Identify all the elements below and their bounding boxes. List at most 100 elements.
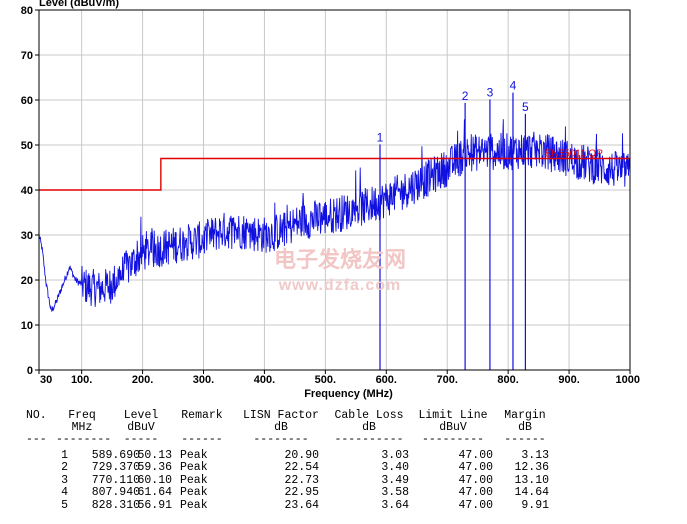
table-unit-row: MHz dBuV dB dB dBuV dB bbox=[0, 422, 687, 434]
table-header-cell: Remark bbox=[181, 409, 223, 422]
table-cell: 60.10 bbox=[137, 473, 172, 487]
y-tick-label: 0 bbox=[27, 365, 33, 377]
table-cell: 807.940 bbox=[91, 486, 140, 500]
y-axis-label: Level (dBuV/m) bbox=[39, 0, 119, 9]
table-header-cell: ------ bbox=[504, 433, 546, 446]
y-tick-label: 50 bbox=[21, 140, 33, 152]
marker-label: 5 bbox=[522, 100, 529, 114]
table-cell: 3.64 bbox=[381, 498, 409, 512]
table-cell: 23.64 bbox=[284, 498, 319, 512]
x-tick-label: 500. bbox=[315, 374, 336, 386]
table-header-cell: dB bbox=[274, 421, 288, 434]
x-tick-label: 300. bbox=[193, 374, 214, 386]
marker-table: NO. Freq Level Remark LISN Factor Cable Loss L… bbox=[0, 408, 687, 524]
table-header-cell: ----- bbox=[123, 433, 159, 446]
table-cell: 3.58 bbox=[381, 486, 409, 500]
watermark-text-cn: 电子发烧友网 bbox=[274, 247, 406, 272]
table-header-cell: dBuV bbox=[439, 421, 467, 434]
table-header-cell: Freq bbox=[68, 409, 96, 422]
x-tick-label: 400. bbox=[254, 374, 275, 386]
table-row: 3 770.110 60.10 Peak 22.73 3.49 47.00 13.10 bbox=[0, 473, 687, 487]
table-header-row: NO. Freq Level Remark LISN Factor Cable Loss L… bbox=[0, 410, 687, 422]
limit-line-label: EN55011 QP bbox=[545, 149, 604, 160]
table-cell: Peak bbox=[180, 498, 208, 512]
table-cell: 1 bbox=[61, 449, 68, 462]
x-tick-label: 800. bbox=[497, 374, 518, 386]
table-header-cell: Level bbox=[123, 409, 159, 422]
table-cell: 3 bbox=[61, 473, 68, 487]
table-header-cell: Limit Line bbox=[418, 409, 488, 422]
table-header-cell: LISN Factor bbox=[243, 409, 319, 422]
marker-label: 3 bbox=[487, 86, 494, 100]
x-tick-label: 900. bbox=[558, 374, 579, 386]
x-axis-label: Frequency (MHz) bbox=[304, 388, 393, 400]
y-tick-label: 10 bbox=[21, 320, 33, 332]
table-cell: Peak bbox=[180, 486, 208, 500]
table-cell: Peak bbox=[180, 473, 208, 487]
table-cell: 729.370 bbox=[91, 461, 140, 475]
table-cell: 22.95 bbox=[284, 486, 319, 500]
table-row: 1 589.690 50.13 Peak 20.90 3.03 47.00 3.13 bbox=[0, 450, 687, 462]
limit-line bbox=[39, 157, 630, 191]
y-tick-label: 80 bbox=[21, 5, 33, 17]
table-header-cell: ---------- bbox=[334, 433, 404, 446]
table-cell: 14.64 bbox=[514, 486, 549, 500]
table-row: 5 828.310 56.91 Peak 23.64 3.64 47.00 9.91 bbox=[0, 498, 687, 512]
x-tick-label: 600. bbox=[376, 374, 397, 386]
x-tick-label: 1000 bbox=[616, 374, 640, 386]
x-axis-ticks: 30 100. 200. 300. 400. 500. 600. 700. 800. 900. 10… bbox=[38, 370, 640, 386]
table-cell: 22.54 bbox=[284, 461, 319, 475]
watermark-url: www.dzfa.com bbox=[278, 277, 402, 294]
table-header-cell: dB bbox=[362, 421, 376, 434]
table-header-cell: NO. bbox=[26, 409, 47, 422]
table-cell: 3.40 bbox=[381, 461, 409, 475]
y-tick-label: 30 bbox=[21, 230, 33, 242]
limit-line-path bbox=[39, 157, 630, 191]
table-cell: 22.73 bbox=[284, 473, 319, 487]
table-cell: 47.00 bbox=[458, 449, 493, 462]
x-tick-label: 100. bbox=[71, 374, 92, 386]
marker-group: 1 2 3 45 bbox=[377, 79, 529, 370]
y-tick-label: 70 bbox=[21, 50, 33, 62]
y-tick-label: 20 bbox=[21, 275, 33, 287]
table-cell: 61.64 bbox=[137, 486, 172, 500]
x-tick-label: 700. bbox=[437, 374, 458, 386]
x-tick-label: 200. bbox=[132, 374, 153, 386]
x-tick-label: 30 bbox=[40, 374, 52, 386]
table-header-cell: Margin bbox=[504, 409, 546, 422]
y-tick-label: 60 bbox=[21, 95, 33, 107]
table-cell: 3.49 bbox=[381, 473, 409, 487]
table-header-cell: -------- bbox=[253, 433, 309, 446]
table-cell: 56.91 bbox=[137, 498, 172, 512]
table-divider-row: --- -------- ----- ------ -------- ----------… bbox=[0, 434, 687, 446]
table-cell: 3.03 bbox=[381, 449, 409, 462]
table-header-cell: dB bbox=[518, 421, 532, 434]
marker-label: 4 bbox=[510, 79, 517, 93]
table-header-cell: --------- bbox=[421, 433, 485, 446]
table-cell: Peak bbox=[180, 461, 208, 475]
table-header-cell: ------ bbox=[181, 433, 223, 446]
table-cell: 2 bbox=[61, 461, 68, 475]
table-cell: 59.36 bbox=[137, 461, 172, 475]
table-cell: 47.00 bbox=[458, 461, 493, 475]
table-header-cell: -------- bbox=[56, 433, 112, 446]
table-row: 2 729.370 59.36 Peak 22.54 3.40 47.00 12.36 bbox=[0, 462, 687, 474]
marker-label: 2 bbox=[462, 89, 469, 103]
table-cell: 47.00 bbox=[458, 486, 493, 500]
emission-chart: EN55011 QP 1 2 3 45 电子发烧友网 www.dzfa.com 0 10… bbox=[21, 0, 640, 400]
table-cell: 47.00 bbox=[458, 498, 493, 512]
table-cell: 5 bbox=[61, 498, 68, 512]
watermark: 电子发烧友网 www.dzfa.com bbox=[274, 247, 406, 294]
table-cell: 9.91 bbox=[521, 498, 549, 512]
table-cell: 13.10 bbox=[514, 473, 549, 487]
table-header-cell: MHz bbox=[71, 421, 93, 434]
emission-trace bbox=[38, 119, 631, 313]
y-axis-ticks: 0 10 20 30 40 50 60 70 80 bbox=[21, 5, 39, 377]
table-cell: 770.110 bbox=[91, 473, 140, 487]
table-cell: 12.36 bbox=[514, 461, 549, 475]
table-cell: 50.13 bbox=[137, 449, 172, 462]
table-cell: 3.13 bbox=[521, 449, 549, 462]
table-row: 4 807.940 61.64 Peak 22.95 3.58 47.00 14.64 bbox=[0, 487, 687, 499]
table-header-cell: Cable Loss bbox=[334, 409, 404, 422]
table-header-cell: --- bbox=[26, 433, 47, 446]
